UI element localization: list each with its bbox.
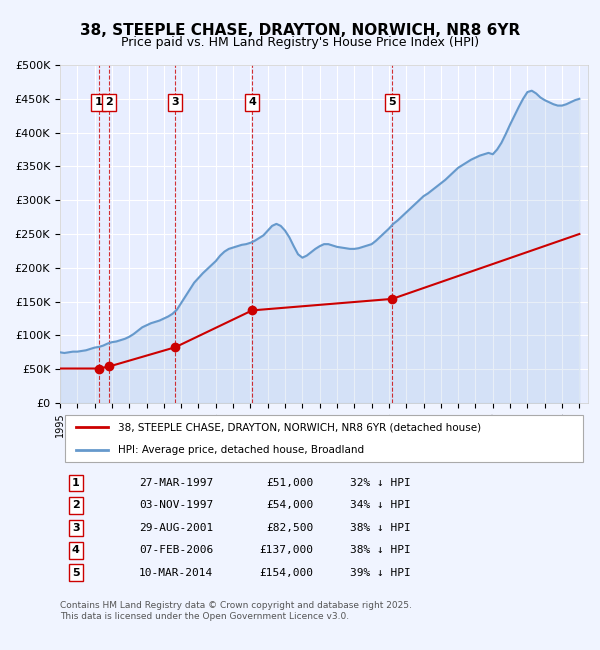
Text: Contains HM Land Registry data © Crown copyright and database right 2025.
This d: Contains HM Land Registry data © Crown c… (60, 601, 412, 621)
Text: 39% ↓ HPI: 39% ↓ HPI (350, 567, 411, 578)
Text: 3: 3 (72, 523, 80, 533)
Text: £154,000: £154,000 (259, 567, 313, 578)
Text: 38% ↓ HPI: 38% ↓ HPI (350, 545, 411, 555)
Text: 4: 4 (72, 545, 80, 555)
Text: £54,000: £54,000 (266, 500, 313, 510)
Text: 27-MAR-1997: 27-MAR-1997 (139, 478, 214, 488)
Text: £137,000: £137,000 (259, 545, 313, 555)
Text: 2: 2 (72, 500, 80, 510)
Text: 5: 5 (388, 98, 396, 107)
Text: 29-AUG-2001: 29-AUG-2001 (139, 523, 214, 533)
Text: Price paid vs. HM Land Registry's House Price Index (HPI): Price paid vs. HM Land Registry's House … (121, 36, 479, 49)
Text: 4: 4 (248, 98, 256, 107)
Text: 3: 3 (172, 98, 179, 107)
Text: 1: 1 (95, 98, 103, 107)
Text: 38, STEEPLE CHASE, DRAYTON, NORWICH, NR8 6YR (detached house): 38, STEEPLE CHASE, DRAYTON, NORWICH, NR8… (118, 422, 481, 432)
FancyBboxPatch shape (65, 415, 583, 462)
Text: 1: 1 (72, 478, 80, 488)
Text: 2: 2 (105, 98, 113, 107)
Text: 32% ↓ HPI: 32% ↓ HPI (350, 478, 411, 488)
Text: HPI: Average price, detached house, Broadland: HPI: Average price, detached house, Broa… (118, 445, 364, 455)
Text: 38, STEEPLE CHASE, DRAYTON, NORWICH, NR8 6YR: 38, STEEPLE CHASE, DRAYTON, NORWICH, NR8… (80, 23, 520, 38)
Text: 10-MAR-2014: 10-MAR-2014 (139, 567, 214, 578)
Text: £51,000: £51,000 (266, 478, 313, 488)
Text: £82,500: £82,500 (266, 523, 313, 533)
Text: 03-NOV-1997: 03-NOV-1997 (139, 500, 214, 510)
Text: 07-FEB-2006: 07-FEB-2006 (139, 545, 214, 555)
Text: 34% ↓ HPI: 34% ↓ HPI (350, 500, 411, 510)
Text: 5: 5 (72, 567, 80, 578)
Text: 38% ↓ HPI: 38% ↓ HPI (350, 523, 411, 533)
